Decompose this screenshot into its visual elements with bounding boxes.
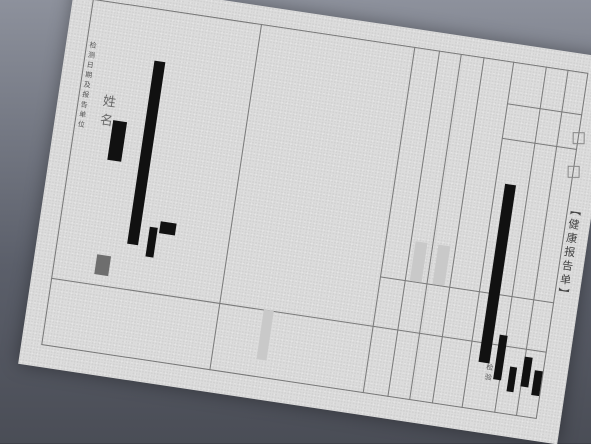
stamp-mark <box>567 165 580 178</box>
redaction-bar <box>94 254 112 277</box>
document-sheet: 【健康报告单】 检测日期及报告单位 姓名 检验 审核 <box>18 0 591 444</box>
redaction-bar <box>159 221 177 236</box>
stamp-mark <box>572 132 585 145</box>
